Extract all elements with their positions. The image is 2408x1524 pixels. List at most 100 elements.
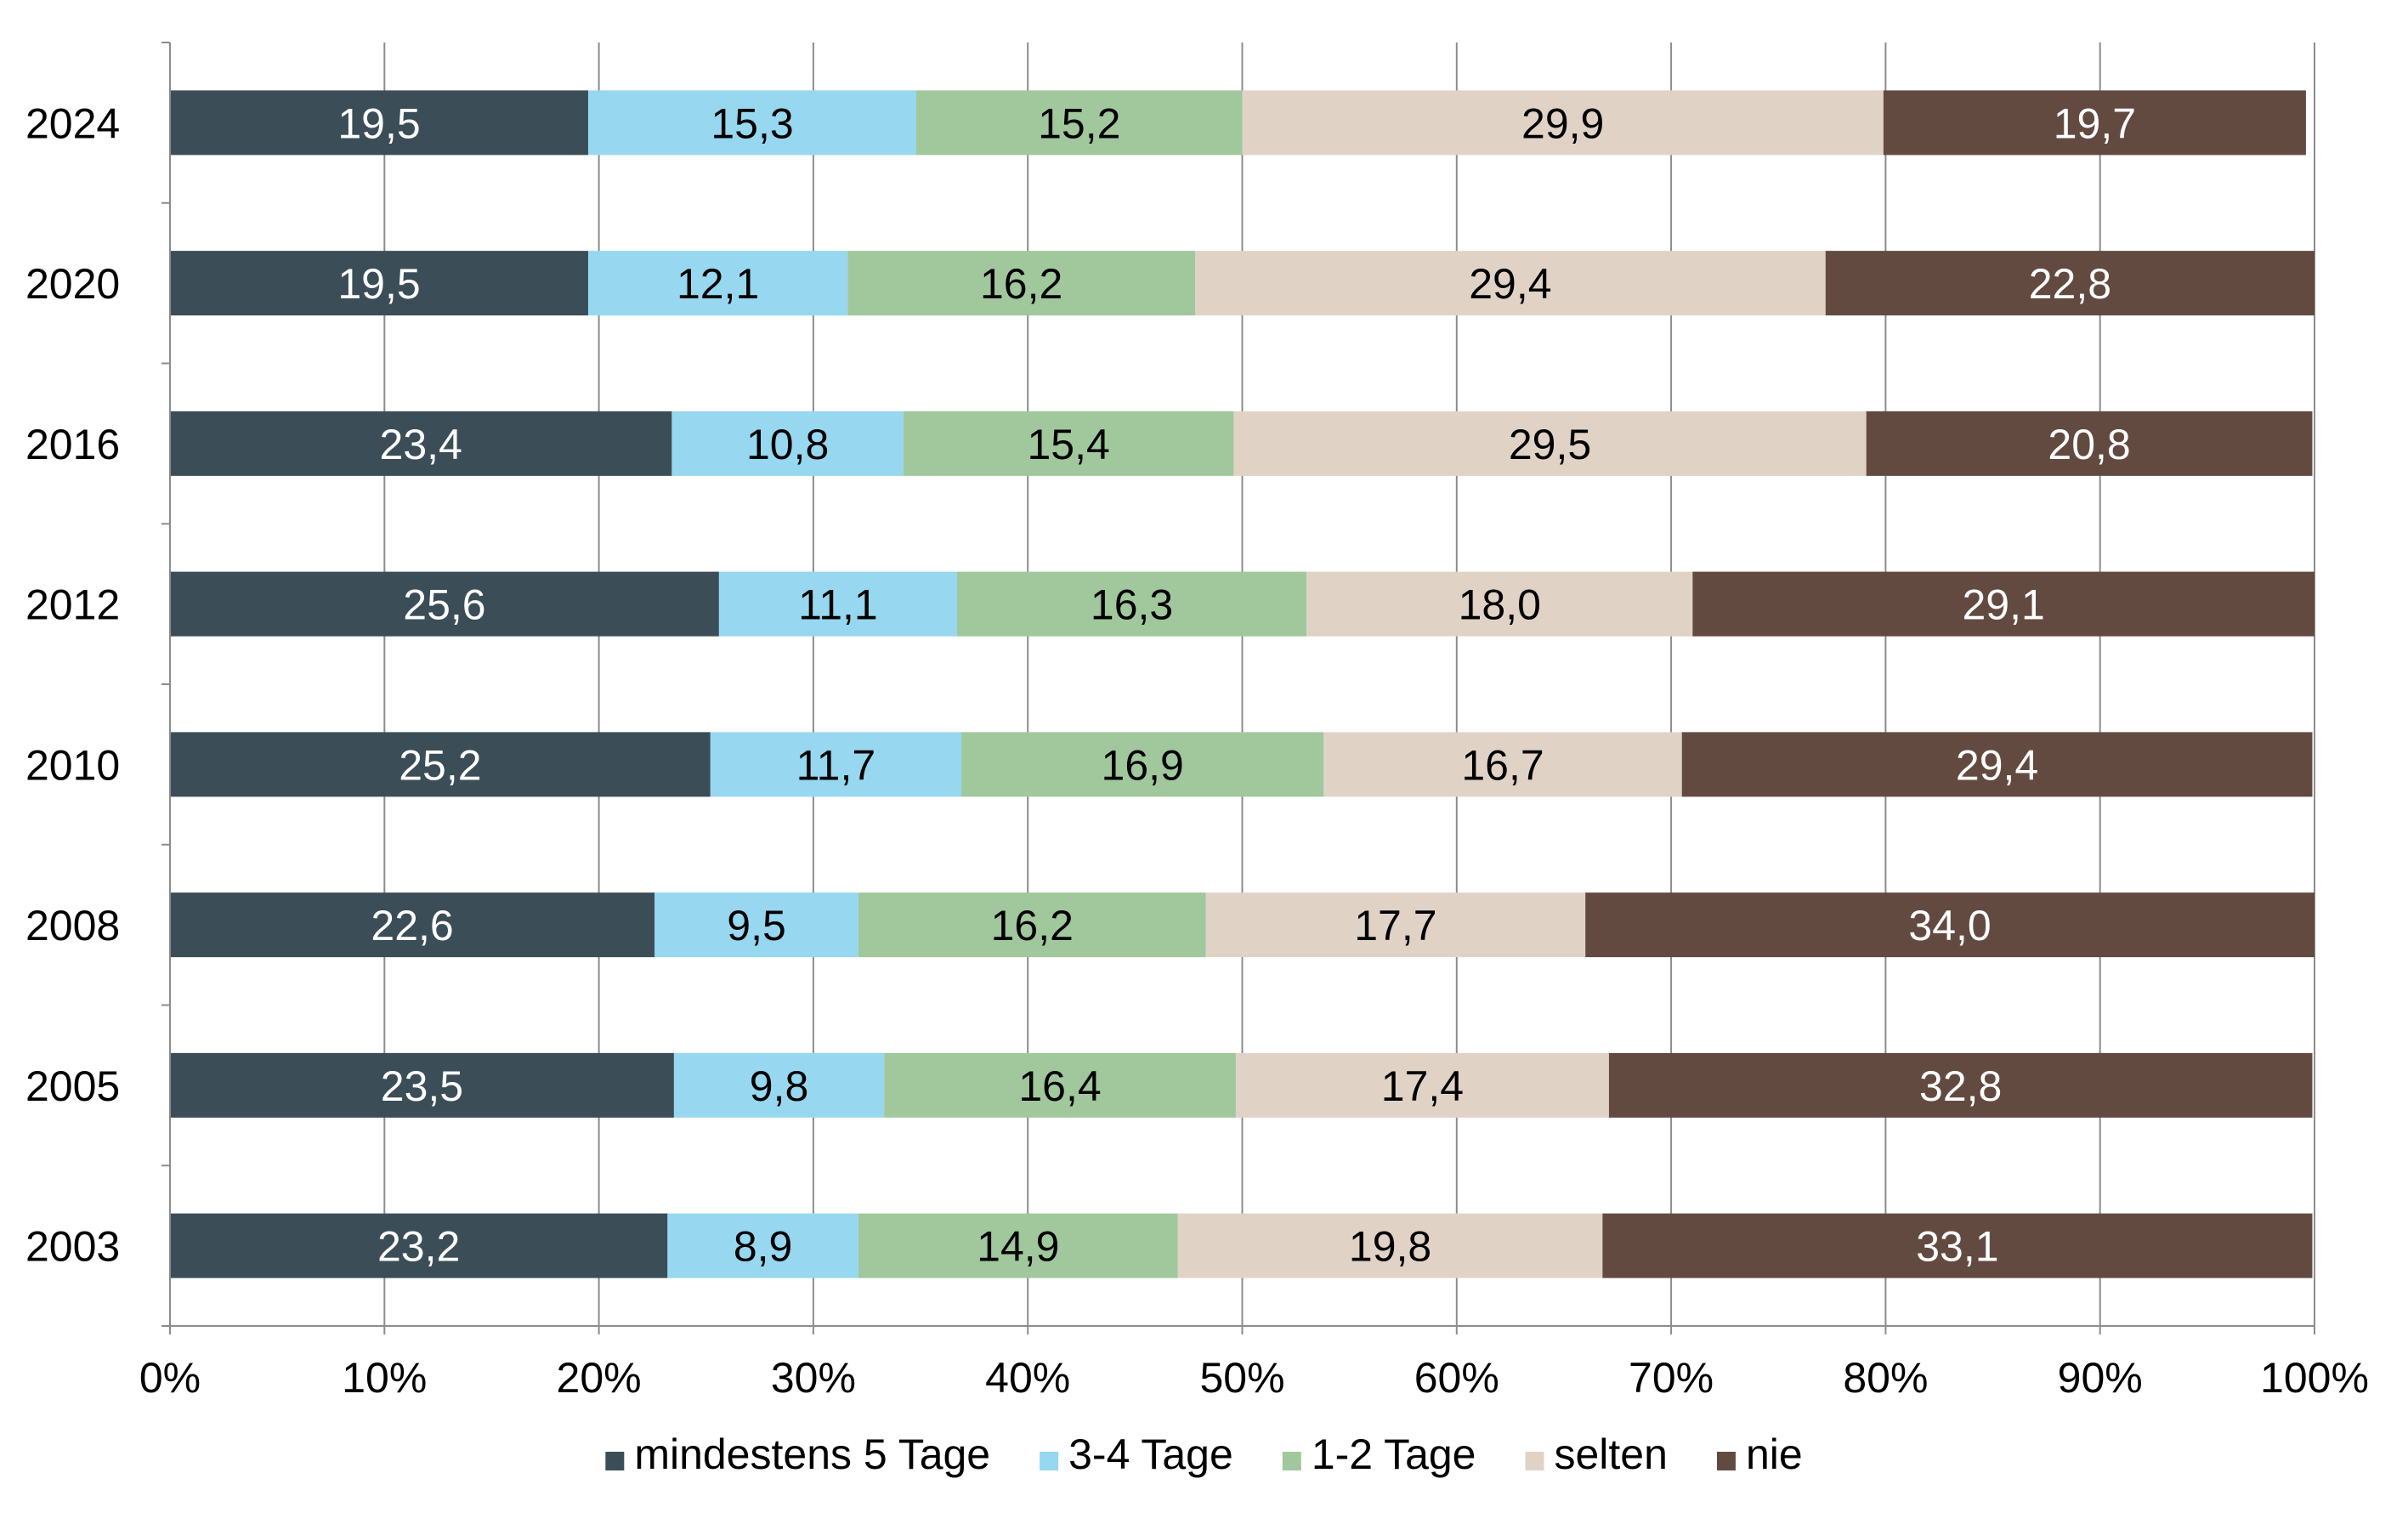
legend-label: 1-2 Tage xyxy=(1312,1431,1476,1478)
bar-segment xyxy=(1194,251,1826,316)
bars xyxy=(170,90,2315,1278)
data-label: 19,7 xyxy=(2054,99,2136,147)
legend: mindestens 5 Tage 3-4 Tage 1-2 Tage selten n… xyxy=(605,1431,1803,1478)
data-label: 16,2 xyxy=(991,902,1074,949)
data-label: 16,2 xyxy=(980,260,1062,308)
data-label: 34,0 xyxy=(1908,902,1991,949)
data-label: 9,8 xyxy=(750,1062,809,1110)
bar-segment xyxy=(956,571,1307,637)
x-tick-label: 20% xyxy=(557,1354,642,1402)
data-labels: 19,5 15,3 15,2 29,9 19,7 19,5 12,1 16,2 29,4 22,8… xyxy=(337,99,2136,1270)
bar-segment xyxy=(858,892,1206,958)
data-label: 18,0 xyxy=(1459,581,1541,629)
legend-swatch xyxy=(1282,1452,1301,1470)
data-label: 22,6 xyxy=(371,902,453,949)
data-label: 16,7 xyxy=(1461,741,1544,789)
axes: 0% 10% 20% 30% 40% 50% 60% 70% 80% 90% 100% 2024 202… xyxy=(25,42,2369,1402)
bar-segment xyxy=(1323,732,1682,797)
bar-segment xyxy=(170,732,711,797)
x-tick-label: 10% xyxy=(342,1354,427,1402)
data-label: 29,4 xyxy=(1469,260,1551,308)
category-label: 2016 xyxy=(25,421,120,468)
category-label: 2012 xyxy=(25,581,120,629)
data-label: 9,5 xyxy=(727,902,786,949)
gridlines xyxy=(169,42,2315,1326)
data-label: 33,1 xyxy=(1916,1223,1998,1271)
bar-segment xyxy=(858,1213,1178,1278)
data-label: 16,9 xyxy=(1102,741,1184,789)
x-tick-label: 30% xyxy=(771,1354,856,1402)
data-label: 19,5 xyxy=(337,99,420,147)
legend-label: mindestens 5 Tage xyxy=(634,1431,990,1478)
legend-label: 3-4 Tage xyxy=(1068,1431,1233,1478)
bar-segment xyxy=(1608,1052,2313,1118)
bar-segment xyxy=(170,892,655,958)
legend-swatch xyxy=(1525,1452,1544,1470)
data-label: 19,8 xyxy=(1349,1223,1431,1271)
bar-segment xyxy=(718,571,957,637)
bar-segment xyxy=(170,1052,674,1118)
legend-swatch xyxy=(605,1452,625,1470)
data-label: 17,7 xyxy=(1354,902,1436,949)
data-label: 29,1 xyxy=(1963,581,2045,629)
bar-segment xyxy=(1692,571,2315,637)
data-label: 29,4 xyxy=(1956,741,2038,789)
data-label: 16,4 xyxy=(1018,1062,1101,1110)
bar-segment xyxy=(916,90,1243,156)
bar-segment xyxy=(1205,892,1586,958)
legend-swatch xyxy=(1040,1452,1059,1470)
bar-segment xyxy=(847,251,1195,316)
bar-segment xyxy=(1242,90,1884,156)
data-label: 8,9 xyxy=(734,1223,793,1271)
bar-segment xyxy=(587,251,848,316)
bar-segment xyxy=(1233,411,1867,476)
data-label: 15,4 xyxy=(1027,421,1109,468)
data-label: 32,8 xyxy=(1919,1062,2002,1110)
bar-segment xyxy=(170,1213,668,1278)
data-label: 25,2 xyxy=(399,741,481,789)
x-tick-label: 40% xyxy=(985,1354,1070,1402)
data-label: 19,5 xyxy=(337,260,420,308)
bar-segment xyxy=(960,732,1324,797)
bar-segment xyxy=(170,571,719,637)
data-label: 16,3 xyxy=(1091,581,1173,629)
bar-segment xyxy=(667,1213,858,1278)
x-tick-label: 70% xyxy=(1629,1354,1714,1402)
bar-segment xyxy=(671,411,904,476)
legend-label: selten xyxy=(1555,1431,1668,1478)
data-label: 29,9 xyxy=(1521,99,1604,147)
data-label: 15,2 xyxy=(1038,99,1120,147)
data-label: 23,4 xyxy=(380,421,462,468)
bar-segment xyxy=(1306,571,1693,637)
data-label: 17,4 xyxy=(1381,1062,1464,1110)
data-label: 20,8 xyxy=(2048,421,2130,468)
category-label: 2008 xyxy=(25,902,120,949)
data-label: 29,5 xyxy=(1509,421,1591,468)
legend-label: nie xyxy=(1746,1431,1803,1478)
bar-segment xyxy=(170,411,672,476)
data-label: 25,6 xyxy=(403,581,485,629)
data-label: 12,1 xyxy=(677,260,759,308)
bar-segment xyxy=(710,732,961,797)
bar-segment xyxy=(1866,411,2313,476)
bar-segment xyxy=(654,892,858,958)
data-label: 11,1 xyxy=(798,581,878,629)
category-label: 2005 xyxy=(25,1062,120,1110)
x-tick-label: 60% xyxy=(1414,1354,1499,1402)
x-tick-label: 100% xyxy=(2260,1354,2369,1402)
bar-segment xyxy=(673,1052,885,1118)
bar-segment xyxy=(1825,251,2315,316)
x-tick-label: 50% xyxy=(1199,1354,1284,1402)
category-label: 2003 xyxy=(25,1223,120,1271)
data-label: 22,8 xyxy=(2029,260,2111,308)
bar-segment xyxy=(1177,1213,1603,1278)
bar-segment xyxy=(170,251,588,316)
data-label: 23,5 xyxy=(381,1062,463,1110)
bar-segment xyxy=(1883,90,2306,156)
bar-segment xyxy=(587,90,917,156)
x-tick-label: 0% xyxy=(139,1354,201,1402)
legend-swatch xyxy=(1716,1452,1736,1470)
bar-segment xyxy=(1602,1213,2313,1278)
data-label: 14,9 xyxy=(977,1223,1059,1271)
